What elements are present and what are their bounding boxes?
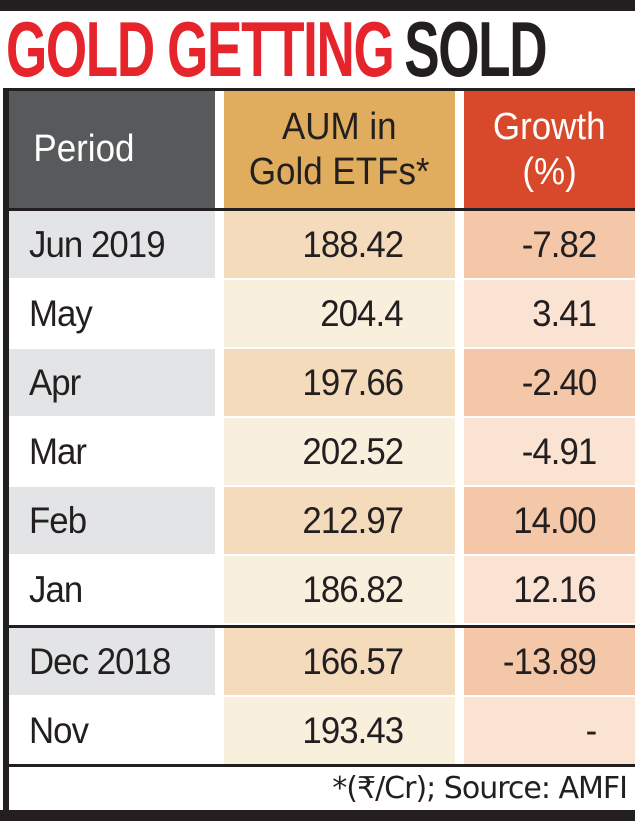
aum-cell: 188.42 <box>224 211 455 278</box>
column-gap <box>455 349 464 416</box>
table-body: Jun 2019 188.42 -7.82 May 204.4 3.41 Apr… <box>9 211 635 764</box>
column-gap <box>215 211 224 278</box>
table-row: Dec 2018 166.57 -13.89 <box>9 628 635 695</box>
table-row: Mar 202.52 -4.91 <box>9 418 635 485</box>
title-text: GOLD GETTING SOLD <box>6 11 548 88</box>
infographic-title: GOLD GETTING SOLD <box>0 11 635 88</box>
column-gap <box>455 697 464 764</box>
growth-value: - <box>585 709 597 751</box>
period-value: May <box>29 292 93 334</box>
aum-cell: 197.66 <box>224 349 455 416</box>
table-row: Jan 186.82 12.16 <box>9 556 635 623</box>
period-cell: Dec 2018 <box>9 628 215 695</box>
header-aum: AUM in Gold ETFs* <box>224 91 455 208</box>
table-row: May 204.4 3.41 <box>9 280 635 347</box>
table-row: Apr 197.66 -2.40 <box>9 349 635 416</box>
column-gap <box>215 628 224 695</box>
period-cell: Jun 2019 <box>9 211 215 278</box>
period-value: Nov <box>29 709 89 751</box>
footer-top-border <box>9 764 635 767</box>
column-gap <box>215 697 224 764</box>
column-gap <box>455 556 464 623</box>
bottom-frame-bar <box>0 810 635 821</box>
table-header-row: Period AUM in Gold ETFs* Growth (%) <box>9 91 635 208</box>
title-dark-text: SOLD <box>404 11 547 88</box>
growth-value: 12.16 <box>513 568 597 610</box>
header-growth-line2: (%) <box>522 150 577 193</box>
table-top-border <box>9 88 635 91</box>
aum-cell: 202.52 <box>224 418 455 485</box>
period-value: Jan <box>29 568 83 610</box>
column-gap <box>215 556 224 623</box>
period-cell: Jan <box>9 556 215 623</box>
growth-value: -13.89 <box>503 640 597 682</box>
header-period: Period <box>9 91 215 208</box>
period-cell: Nov <box>9 697 215 764</box>
header-aum-line2: Gold ETFs* <box>249 150 430 193</box>
growth-cell: -4.91 <box>464 418 635 485</box>
table-row: Feb 212.97 14.00 <box>9 487 635 554</box>
period-cell: Apr <box>9 349 215 416</box>
aum-value: 186.82 <box>302 568 404 610</box>
column-gap <box>215 418 224 485</box>
period-value: Feb <box>29 499 87 541</box>
header-bottom-border <box>9 208 635 211</box>
growth-cell: 14.00 <box>464 487 635 554</box>
aum-value: 197.66 <box>302 361 404 403</box>
column-gap <box>215 349 224 416</box>
aum-value: 166.57 <box>302 640 404 682</box>
table-row: Jun 2019 188.42 -7.82 <box>9 211 635 278</box>
period-cell: Feb <box>9 487 215 554</box>
growth-value: 14.00 <box>513 499 597 541</box>
period-cell: Mar <box>9 418 215 485</box>
growth-value: 3.41 <box>532 292 597 334</box>
aum-value: 212.97 <box>302 499 404 541</box>
column-gap <box>215 91 224 208</box>
footnote: *(₹/Cr); Source: AMFI <box>9 767 635 810</box>
aum-cell: 193.43 <box>224 697 455 764</box>
header-growth: Growth (%) <box>464 91 635 208</box>
aum-cell: 186.82 <box>224 556 455 623</box>
column-gap <box>455 628 464 695</box>
period-cell: May <box>9 280 215 347</box>
column-gap <box>455 418 464 485</box>
header-period-label: Period <box>33 128 135 170</box>
aum-value: 204.4 <box>320 292 404 334</box>
column-gap <box>455 487 464 554</box>
top-frame-bar <box>0 0 635 11</box>
growth-value: -2.40 <box>521 361 597 403</box>
growth-cell: 12.16 <box>464 556 635 623</box>
growth-value: -4.91 <box>521 430 597 472</box>
table-row: Nov 193.43 - <box>9 697 635 764</box>
aum-value: 188.42 <box>302 223 404 265</box>
period-value: Dec 2018 <box>29 640 171 682</box>
column-gap <box>455 280 464 347</box>
aum-cell: 204.4 <box>224 280 455 347</box>
period-value: Mar <box>29 430 87 472</box>
header-growth-line1: Growth <box>493 105 606 148</box>
header-aum-line1: AUM in <box>282 105 397 148</box>
column-gap <box>455 211 464 278</box>
gold-etf-table: Period AUM in Gold ETFs* Growth (%) Jun … <box>3 88 635 810</box>
section-divider <box>9 625 635 628</box>
growth-value: -7.82 <box>521 223 597 265</box>
aum-value: 202.52 <box>302 430 404 472</box>
growth-cell: 3.41 <box>464 280 635 347</box>
period-value: Jun 2019 <box>29 223 166 265</box>
column-gap <box>455 91 464 208</box>
aum-value: 193.43 <box>302 709 404 751</box>
growth-cell: - <box>464 697 635 764</box>
period-value: Apr <box>29 361 81 403</box>
column-gap <box>215 280 224 347</box>
aum-cell: 166.57 <box>224 628 455 695</box>
growth-cell: -13.89 <box>464 628 635 695</box>
growth-cell: -2.40 <box>464 349 635 416</box>
aum-cell: 212.97 <box>224 487 455 554</box>
column-gap <box>215 487 224 554</box>
title-red-text: GOLD GETTING <box>6 11 395 88</box>
growth-cell: -7.82 <box>464 211 635 278</box>
